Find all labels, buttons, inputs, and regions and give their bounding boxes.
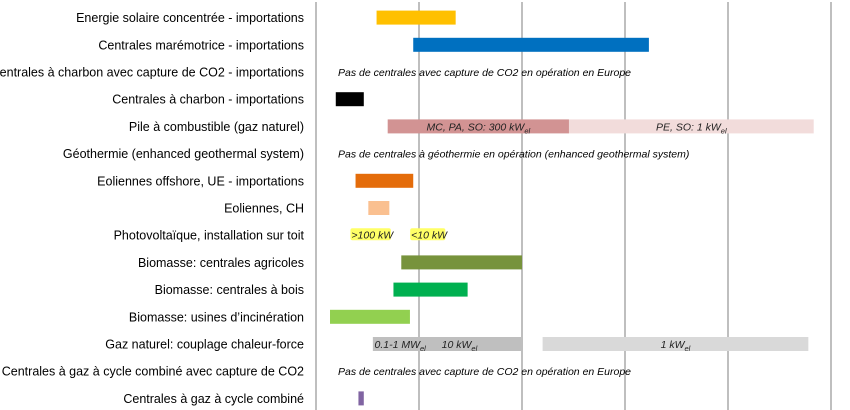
range-bar [401,255,522,270]
bar-label: PE, SO: 1 kWel [656,121,727,135]
category-label: Biomasse: centrales à bois [155,283,304,297]
range-bar [355,173,414,188]
bar-label: 10 kWel [442,339,478,353]
note-text: Pas de centrales avec capture de CO2 en … [338,67,631,79]
highlight-marker [410,228,446,241]
category-labels: Energie solaire concentrée - importation… [0,11,305,406]
range-bar [542,337,809,351]
range-bar [358,391,364,406]
category-label: Energie solaire concentrée - importation… [76,11,304,25]
range-bar [393,282,468,297]
range-bar [335,92,364,107]
highlight-label: >100 kW [351,230,394,242]
category-label: Centrales à gaz à cycle combiné [123,392,304,406]
note-text: Pas de centrales avec capture de CO2 en … [338,366,631,378]
highlight-label: <10 kW [411,230,448,242]
category-label: Eoliennes, CH [224,202,304,216]
range-bar [413,37,649,52]
category-label: Centrales à gaz à cycle combiné avec cap… [2,365,304,379]
range-bar [372,337,522,351]
category-label: Centrales marémotrice - importations [98,38,304,52]
annotations: MC, PA, SO: 300 kWel PE, SO: 1 kWel 0.1-1 … [338,67,727,378]
bar-label: 1 kWel [661,339,691,353]
highlight-marker [350,228,391,241]
category-label: Gaz naturel: couplage chaleur-force [105,338,304,352]
category-label: Photovoltaïque, installation sur toit [114,229,305,243]
range-bar [330,309,410,324]
category-label: Centrales à charbon avec capture de CO2 … [0,66,304,80]
range-bar [368,201,390,215]
category-label: Pile à combustible (gaz naturel) [129,120,304,134]
gridlines [315,2,832,410]
range-bar [568,119,814,134]
category-label: Biomasse: centrales agricoles [138,256,304,270]
bar-label: 0.1-1 MWel [375,339,427,353]
range-bar [376,10,456,25]
category-label: Biomasse: usines d’incinération [129,310,304,324]
range-bar [387,119,569,134]
category-label: Géothermie (enhanced geothermal system) [63,147,304,161]
bar-label: MC, PA, SO: 300 kWel [426,121,530,135]
category-label: Eoliennes offshore, UE - importations [97,174,304,188]
note-text: Pas de centrales à géothermie en opérati… [338,149,689,161]
category-label: Centrales à charbon - importations [112,93,304,107]
bars [330,10,814,406]
